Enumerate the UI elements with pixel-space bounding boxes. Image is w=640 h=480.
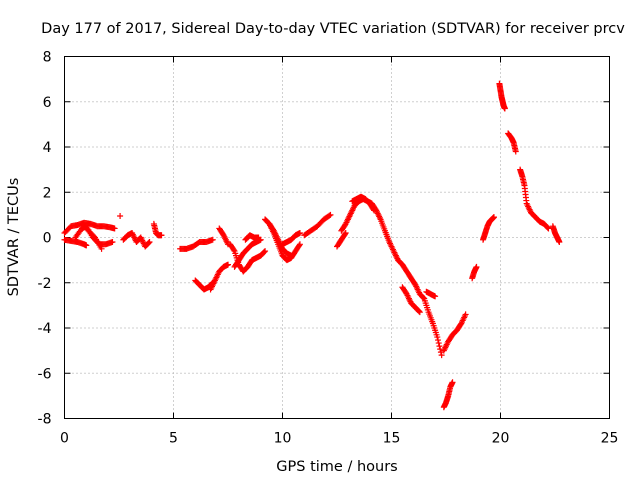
data-point <box>416 308 423 315</box>
data-point <box>545 225 552 232</box>
data-point <box>296 241 303 248</box>
x-tick-label: 15 <box>383 431 401 447</box>
data-point <box>90 233 97 240</box>
axis-ticks <box>64 56 610 419</box>
data-point <box>225 261 231 268</box>
data-point <box>296 242 303 249</box>
y-tick-labels: -8 -6 -4 -2 0 2 4 6 8 <box>38 50 52 428</box>
x-tick-label: 5 <box>169 431 178 447</box>
data-point <box>111 225 118 232</box>
y-tick-label: 2 <box>43 185 52 201</box>
data-point <box>416 309 423 316</box>
data-point <box>146 239 153 246</box>
data-point <box>436 343 443 350</box>
data-point <box>341 231 348 238</box>
y-tick-label: -4 <box>38 321 52 337</box>
y-axis-label: SDTVAR / TECUs <box>6 178 22 297</box>
data-point <box>230 246 237 253</box>
data-point <box>512 148 519 155</box>
data-point <box>145 239 152 246</box>
data-point <box>438 352 445 359</box>
y-tick-label: -6 <box>38 366 52 382</box>
y-tick-label: -8 <box>38 412 52 428</box>
data-point <box>556 239 563 246</box>
x-axis-label: GPS time / hours <box>276 459 397 475</box>
data-point <box>435 340 442 347</box>
data-point <box>98 245 105 252</box>
x-tick-label: 0 <box>60 431 69 447</box>
data-point <box>370 206 377 213</box>
data-point <box>117 213 124 220</box>
data-point <box>420 294 427 301</box>
grid-lines <box>64 56 610 419</box>
data-point <box>342 229 349 236</box>
data-point <box>109 239 116 246</box>
data-point <box>473 263 480 270</box>
y-tick-label: 6 <box>43 95 52 111</box>
data-point <box>371 207 378 214</box>
data-point <box>544 224 551 231</box>
x-tick-label: 10 <box>274 431 292 447</box>
x-tick-labels: 0 5 10 15 20 25 <box>60 431 618 447</box>
y-tick-label: 8 <box>43 50 52 66</box>
data-point <box>327 211 334 218</box>
data-point <box>432 293 439 300</box>
data-point <box>262 248 269 255</box>
chart-title: Day 177 of 2017, Sidereal Day-to-day VTE… <box>41 21 625 37</box>
x-tick-label: 25 <box>601 431 619 447</box>
data-point <box>501 105 508 112</box>
data-point <box>449 379 456 386</box>
y-tick-label: 4 <box>43 140 52 156</box>
data-point <box>490 214 497 221</box>
data-point <box>158 232 165 239</box>
data-point <box>326 212 333 219</box>
y-tick-label: 0 <box>43 231 52 247</box>
data-point <box>435 337 442 344</box>
x-tick-label: 20 <box>492 431 510 447</box>
data-point <box>255 234 262 241</box>
data-point <box>296 229 303 236</box>
data-point <box>288 252 295 259</box>
data-series-prcv <box>61 80 563 411</box>
data-point <box>261 248 268 255</box>
data-point <box>434 334 441 341</box>
data-point <box>209 236 216 243</box>
y-tick-label: -2 <box>38 276 52 292</box>
data-point <box>83 242 90 249</box>
data-point <box>462 311 469 318</box>
